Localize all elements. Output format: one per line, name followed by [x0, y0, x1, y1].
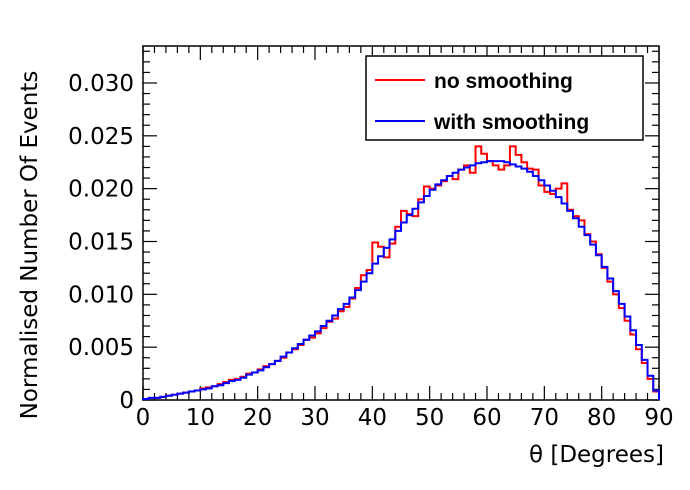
x-tick-label: 40 [358, 405, 387, 431]
legend-label-with-smoothing: with smoothing [433, 111, 589, 134]
x-tick-label: 90 [644, 405, 673, 431]
legend-label-no-smoothing: no smoothing [434, 70, 573, 93]
y-tick-labels: 0 0.005 0.010 0.015 0.020 0.025 0.030 [68, 71, 134, 414]
x-tick-label: 70 [530, 405, 559, 431]
y-tick-label: 0.005 [68, 335, 134, 361]
y-tick-label: 0.010 [68, 282, 134, 308]
y-axis-label: Normalised Number Of Events [17, 71, 43, 420]
x-tick-label: 60 [472, 405, 501, 431]
y-tick-label: 0.015 [68, 229, 134, 255]
series-with-smoothing-line [142, 160, 660, 400]
y-tick-label: 0 [119, 388, 134, 414]
plot-frame [142, 45, 660, 401]
x-tick-label: 10 [186, 405, 215, 431]
x-tick-label: 50 [415, 405, 444, 431]
x-tick-label: 0 [136, 405, 151, 431]
x-tick-label: 30 [300, 405, 329, 431]
axis-ticks [142, 46, 660, 401]
x-tick-label: 80 [587, 405, 616, 431]
y-tick-label: 0.025 [68, 124, 134, 150]
y-tick-label: 0.030 [68, 71, 134, 97]
series-no-smoothing-line [142, 145, 660, 400]
legend: no smoothing with smoothing [365, 55, 644, 141]
y-tick-label: 0.020 [68, 177, 134, 203]
legend-box [365, 55, 644, 141]
x-tick-labels: 0 10 20 30 40 50 60 70 80 90 [136, 405, 674, 431]
x-axis-label: θ [Degrees] [529, 442, 664, 468]
x-tick-label: 20 [243, 405, 272, 431]
